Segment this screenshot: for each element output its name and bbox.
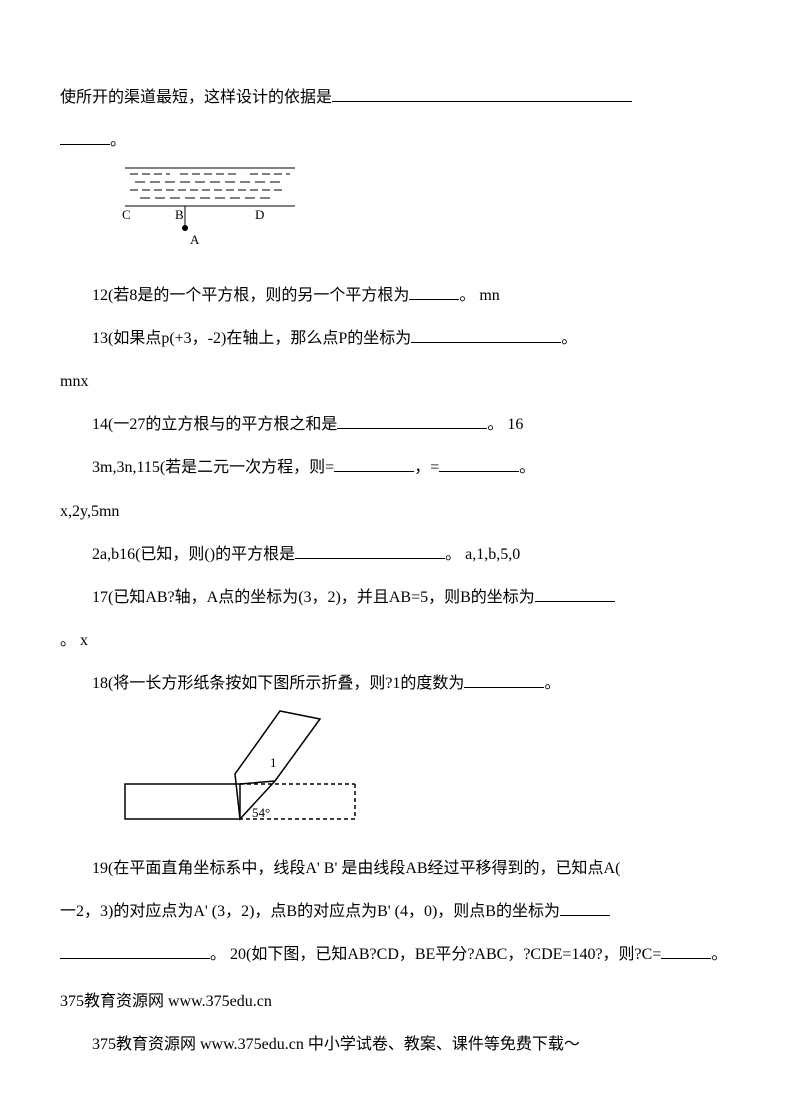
figure-river: C B D A: [120, 166, 740, 269]
blank: [661, 943, 711, 959]
blank: [439, 456, 519, 472]
q15: 3m,3n,115(若是二元一次方程，则= ，= 。: [60, 450, 740, 485]
q15-text: 3m,3n,115(若是二元一次方程，则=: [92, 459, 334, 476]
footer-2: 375教育资源网 www.375edu.cn 中小学试卷、教案、课件等免费下载～: [60, 1027, 740, 1062]
line-1: 使所开的渠道最短，这样设计的依据是: [60, 80, 740, 115]
blank: [409, 284, 459, 300]
blank: [295, 543, 445, 559]
blank: [60, 943, 210, 959]
blank: [535, 586, 615, 602]
q17-sub: 。 x: [60, 623, 740, 658]
q17-sub-text: 。 x: [60, 632, 88, 649]
q18-end: 。: [544, 675, 560, 692]
period: 。: [110, 132, 126, 149]
q15-end: 。: [519, 459, 535, 476]
q14: 14(一27的立方根与的平方根之和是 。 16: [60, 407, 740, 442]
svg-text:D: D: [255, 207, 264, 222]
q16-end: 。 a,1,b,5,0: [445, 546, 520, 563]
q16: 2a,b16(已知，则()的平方根是 。 a,1,b,5,0: [60, 537, 740, 572]
svg-text:A: A: [190, 232, 200, 247]
q12: 12(若8是的一个平方根，则的另一个平方根为 。 mn: [60, 278, 740, 313]
svg-text:C: C: [122, 207, 131, 222]
q19a-text: 19(在平面直角坐标系中，线段A' B' 是由线段AB经过平移得到的，已知点A(: [92, 860, 620, 877]
q15-sub-text: x,2y,5mn: [60, 503, 119, 520]
blank: [337, 413, 487, 429]
blank: [464, 672, 544, 688]
q19a: 19(在平面直角坐标系中，线段A' B' 是由线段AB经过平移得到的，已知点A(: [60, 851, 740, 886]
figure-fold: 54° 1: [120, 709, 740, 842]
q13-text: 13(如果点p(+3，-2)在轴上，那么点P的坐标为: [92, 330, 411, 347]
q14-end: 。 16: [487, 416, 523, 433]
q19c: 。 20(如下图，已知AB?CD，BE平分?ABC，?CDE=140?，则?C=…: [60, 937, 740, 972]
blank: [60, 129, 110, 145]
q13: 13(如果点p(+3，-2)在轴上，那么点P的坐标为 。: [60, 321, 740, 356]
q19c-text: 。 20(如下图，已知AB?CD，BE平分?ABC，?CDE=140?，则?C=: [210, 946, 661, 963]
line-2: 。: [60, 123, 740, 158]
q15-mid: ，=: [414, 459, 439, 476]
q13-end: 。: [561, 330, 577, 347]
q14-text: 14(一27的立方根与的平方根之和是: [92, 416, 337, 433]
blank: [332, 86, 632, 102]
blank: [560, 900, 610, 916]
q19b-text: 一2，3)的对应点为A' (3，2)，点B的对应点为B' (4，0)，则点B的坐…: [60, 903, 560, 920]
q18: 18(将一长方形纸条按如下图所示折叠，则?1的度数为 。: [60, 666, 740, 701]
blank: [411, 327, 561, 343]
q-stem: 使所开的渠道最短，这样设计的依据是: [60, 89, 332, 106]
svg-text:54°: 54°: [252, 805, 270, 820]
q16-text: 2a,b16(已知，则()的平方根是: [92, 546, 295, 563]
q18-text: 18(将一长方形纸条按如下图所示折叠，则?1的度数为: [92, 675, 464, 692]
footer1-text: 375教育资源网 www.375edu.cn: [60, 993, 272, 1010]
svg-text:B: B: [175, 207, 184, 222]
river-diagram: C B D A: [120, 166, 300, 256]
fold-diagram: 54° 1: [120, 709, 370, 829]
q12-text: 12(若8是的一个平方根，则的另一个平方根为: [92, 287, 409, 304]
blank: [334, 456, 414, 472]
q15-sub: x,2y,5mn: [60, 494, 740, 529]
q17: 17(已知AB?轴，A点的坐标为(3，2)，并且AB=5，则B的坐标为: [60, 580, 740, 615]
footer2-text: 375教育资源网 www.375edu.cn 中小学试卷、教案、课件等免费下载～: [92, 1036, 580, 1053]
q17-text: 17(已知AB?轴，A点的坐标为(3，2)，并且AB=5，则B的坐标为: [92, 589, 535, 606]
q13-sub: mnx: [60, 364, 740, 399]
svg-text:1: 1: [270, 755, 277, 770]
q19b: 一2，3)的对应点为A' (3，2)，点B的对应点为B' (4，0)，则点B的坐…: [60, 894, 740, 929]
q19-end: 。: [711, 946, 727, 963]
footer-1: 375教育资源网 www.375edu.cn: [60, 984, 740, 1019]
q13-sub-text: mnx: [60, 373, 88, 390]
q12-end: 。 mn: [459, 287, 499, 304]
